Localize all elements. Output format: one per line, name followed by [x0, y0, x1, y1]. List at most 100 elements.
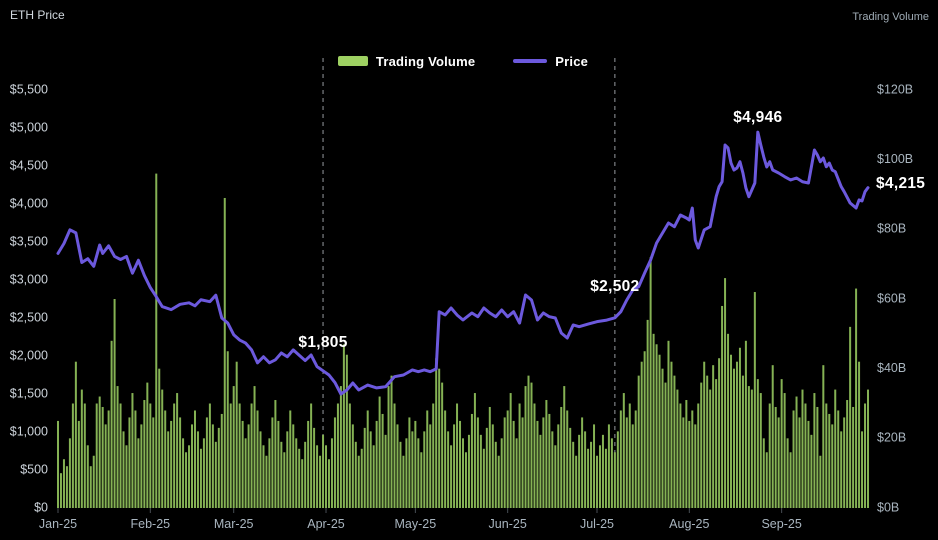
volume-bar[interactable]	[634, 410, 637, 508]
volume-bar[interactable]	[724, 278, 727, 508]
volume-bar[interactable]	[810, 434, 813, 508]
volume-bar[interactable]	[208, 403, 211, 509]
volume-bar[interactable]	[342, 344, 345, 508]
volume-bar[interactable]	[441, 382, 444, 508]
volume-bar[interactable]	[798, 417, 801, 508]
volume-bar[interactable]	[587, 448, 590, 508]
volume-bar[interactable]	[193, 410, 196, 508]
volume-bar[interactable]	[596, 455, 599, 508]
volume-bar[interactable]	[345, 354, 348, 508]
volume-bar[interactable]	[191, 424, 194, 508]
volume-bar[interactable]	[423, 431, 426, 508]
volume-bar[interactable]	[426, 410, 429, 508]
volume-bar[interactable]	[601, 434, 604, 508]
volume-bar[interactable]	[530, 382, 533, 508]
volume-bar[interactable]	[464, 452, 467, 508]
volume-bar[interactable]	[244, 438, 247, 508]
volume-bar[interactable]	[65, 466, 68, 508]
volume-bar[interactable]	[265, 455, 268, 508]
volume-bar[interactable]	[777, 417, 780, 508]
volume-bar[interactable]	[506, 410, 509, 508]
volume-bar[interactable]	[643, 351, 646, 508]
volume-bar[interactable]	[259, 431, 262, 508]
volume-bar[interactable]	[706, 375, 709, 508]
volume-bar[interactable]	[801, 389, 804, 508]
volume-bar[interactable]	[414, 420, 417, 508]
volume-bar[interactable]	[384, 434, 387, 508]
volume-bar[interactable]	[792, 410, 795, 508]
volume-bar[interactable]	[473, 393, 476, 508]
volume-bar[interactable]	[185, 452, 188, 508]
volume-bar[interactable]	[664, 382, 667, 508]
volume-bar[interactable]	[682, 417, 685, 508]
volume-bar[interactable]	[57, 420, 59, 508]
volume-bar[interactable]	[831, 424, 834, 508]
volume-bar[interactable]	[732, 368, 735, 508]
volume-bar[interactable]	[286, 431, 289, 508]
volume-bar[interactable]	[137, 438, 140, 508]
volume-bar[interactable]	[840, 431, 843, 508]
volume-bar[interactable]	[298, 448, 301, 508]
volume-bar[interactable]	[357, 455, 360, 508]
volume-bar[interactable]	[149, 403, 152, 509]
volume-bar[interactable]	[563, 386, 566, 508]
volume-bar[interactable]	[855, 288, 858, 508]
volume-bar[interactable]	[479, 434, 482, 508]
volume-bar[interactable]	[619, 410, 622, 508]
volume-bar[interactable]	[825, 403, 828, 509]
volume-bar[interactable]	[849, 326, 852, 508]
volume-bar[interactable]	[688, 420, 691, 508]
volume-bar[interactable]	[429, 424, 432, 508]
volume-bar[interactable]	[122, 431, 125, 508]
volume-bar[interactable]	[68, 438, 71, 508]
volume-bar[interactable]	[795, 396, 798, 508]
volume-bar[interactable]	[351, 424, 354, 508]
volume-bar[interactable]	[750, 389, 753, 508]
volume-bar[interactable]	[786, 438, 789, 508]
volume-bar[interactable]	[229, 403, 232, 509]
volume-bar[interactable]	[316, 445, 319, 508]
volume-bar[interactable]	[780, 379, 783, 508]
volume-bar[interactable]	[59, 473, 62, 508]
volume-bar[interactable]	[83, 403, 86, 509]
volume-bar[interactable]	[62, 459, 65, 508]
volume-bar[interactable]	[727, 333, 730, 508]
volume-bar[interactable]	[738, 347, 741, 508]
volume-bar[interactable]	[247, 424, 250, 508]
volume-bar[interactable]	[143, 400, 146, 508]
volume-bar[interactable]	[578, 434, 581, 508]
volume-bar[interactable]	[545, 400, 548, 508]
volume-bar[interactable]	[390, 375, 393, 508]
volume-bar[interactable]	[417, 438, 420, 508]
volume-bar[interactable]	[667, 340, 670, 508]
volume-bar[interactable]	[354, 441, 357, 508]
volume-bar[interactable]	[613, 452, 616, 508]
volume-bar[interactable]	[560, 406, 563, 508]
volume-bar[interactable]	[268, 438, 271, 508]
volume-bar[interactable]	[482, 448, 485, 508]
volume-bar[interactable]	[697, 403, 700, 509]
volume-bar[interactable]	[604, 448, 607, 508]
volume-bar[interactable]	[330, 438, 333, 508]
volume-bar[interactable]	[80, 389, 83, 508]
volume-bar[interactable]	[188, 445, 191, 508]
volume-bar[interactable]	[393, 403, 396, 509]
legend-item-price[interactable]: Price	[513, 54, 588, 69]
volume-bar[interactable]	[867, 389, 869, 508]
volume-bar[interactable]	[179, 417, 182, 508]
volume-bar[interactable]	[861, 431, 864, 508]
volume-bar[interactable]	[381, 413, 384, 508]
volume-bar[interactable]	[408, 417, 411, 508]
volume-bar[interactable]	[759, 393, 762, 508]
volume-bar[interactable]	[676, 389, 679, 508]
volume-bar[interactable]	[774, 406, 777, 508]
volume-bar[interactable]	[631, 424, 634, 508]
volume-bar[interactable]	[649, 257, 652, 508]
volume-bar[interactable]	[134, 410, 137, 508]
volume-bar[interactable]	[241, 420, 244, 508]
volume-bar[interactable]	[837, 410, 840, 508]
volume-bar[interactable]	[456, 403, 459, 509]
volume-bar[interactable]	[420, 452, 423, 508]
volume-bar[interactable]	[509, 393, 512, 508]
volume-bar[interactable]	[176, 393, 179, 508]
